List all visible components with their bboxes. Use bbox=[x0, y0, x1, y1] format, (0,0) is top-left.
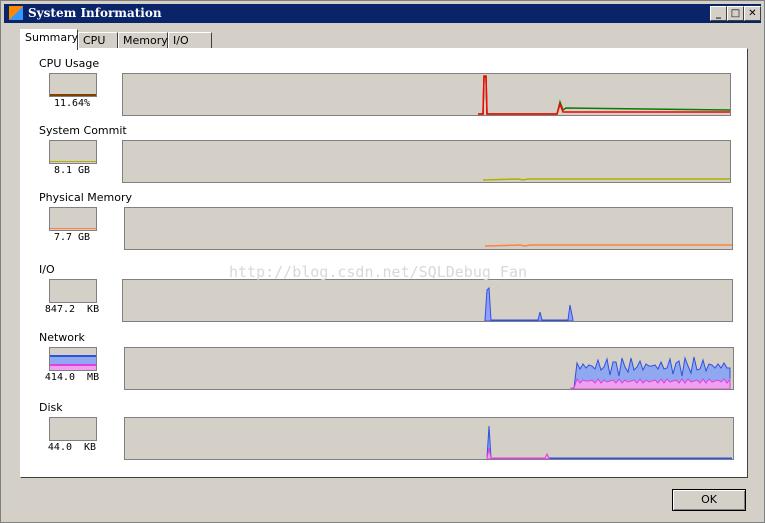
io-series bbox=[484, 286, 574, 321]
title-bar[interactable]: System Information _ □ ✕ bbox=[4, 4, 761, 23]
disk-mini-graph bbox=[49, 417, 97, 441]
io-mini-graph bbox=[49, 279, 97, 303]
disk-value: 44.0 KB bbox=[47, 442, 97, 453]
system-commit-mini-graph bbox=[49, 140, 97, 164]
close-button[interactable]: ✕ bbox=[744, 6, 761, 21]
network-value: 414.0 MB bbox=[44, 372, 100, 383]
disk-label: Disk bbox=[39, 401, 63, 414]
app-icon bbox=[9, 6, 23, 20]
io-value: 847.2 KB bbox=[44, 304, 100, 315]
watermark: http://blog.csdn.net/SQLDebug_Fan bbox=[229, 263, 528, 281]
network-label: Network bbox=[39, 331, 85, 344]
physical-memory-history-graph bbox=[124, 207, 733, 250]
maximize-button[interactable]: □ bbox=[727, 6, 744, 21]
physical-memory-series bbox=[484, 244, 732, 247]
system-commit-label: System Commit bbox=[39, 124, 127, 137]
cpu-usage-label: CPU Usage bbox=[39, 57, 100, 70]
network-series bbox=[570, 356, 731, 389]
summary-panel bbox=[20, 48, 748, 478]
network-mini-graph bbox=[49, 347, 97, 371]
disk-history-graph bbox=[124, 417, 734, 460]
window-title: System Information bbox=[28, 6, 162, 20]
io-label: I/O bbox=[39, 263, 55, 276]
system-commit-series bbox=[482, 178, 730, 181]
system-commit-history-graph bbox=[122, 140, 731, 183]
physical-memory-label: Physical Memory bbox=[39, 191, 132, 204]
cpu-usage-series bbox=[478, 75, 730, 115]
minimize-button[interactable]: _ bbox=[710, 6, 727, 21]
ok-button[interactable]: OK bbox=[672, 489, 746, 511]
tab-summary[interactable]: Summary bbox=[20, 29, 78, 50]
tab-io[interactable]: I/O bbox=[168, 32, 212, 50]
physical-memory-mini-graph bbox=[49, 207, 97, 231]
physical-memory-value: 7.7 GB bbox=[53, 232, 91, 243]
tab-memory[interactable]: Memory bbox=[118, 32, 168, 50]
system-commit-value: 8.1 GB bbox=[53, 165, 91, 176]
io-history-graph bbox=[122, 279, 733, 322]
cpu-usage-history-graph bbox=[122, 73, 731, 116]
network-history-graph bbox=[124, 347, 734, 390]
tab-cpu[interactable]: CPU bbox=[78, 32, 118, 50]
cpu-usage-value: 11.64% bbox=[53, 98, 91, 109]
disk-series bbox=[486, 425, 732, 459]
cpu-usage-mini-graph bbox=[49, 73, 97, 97]
